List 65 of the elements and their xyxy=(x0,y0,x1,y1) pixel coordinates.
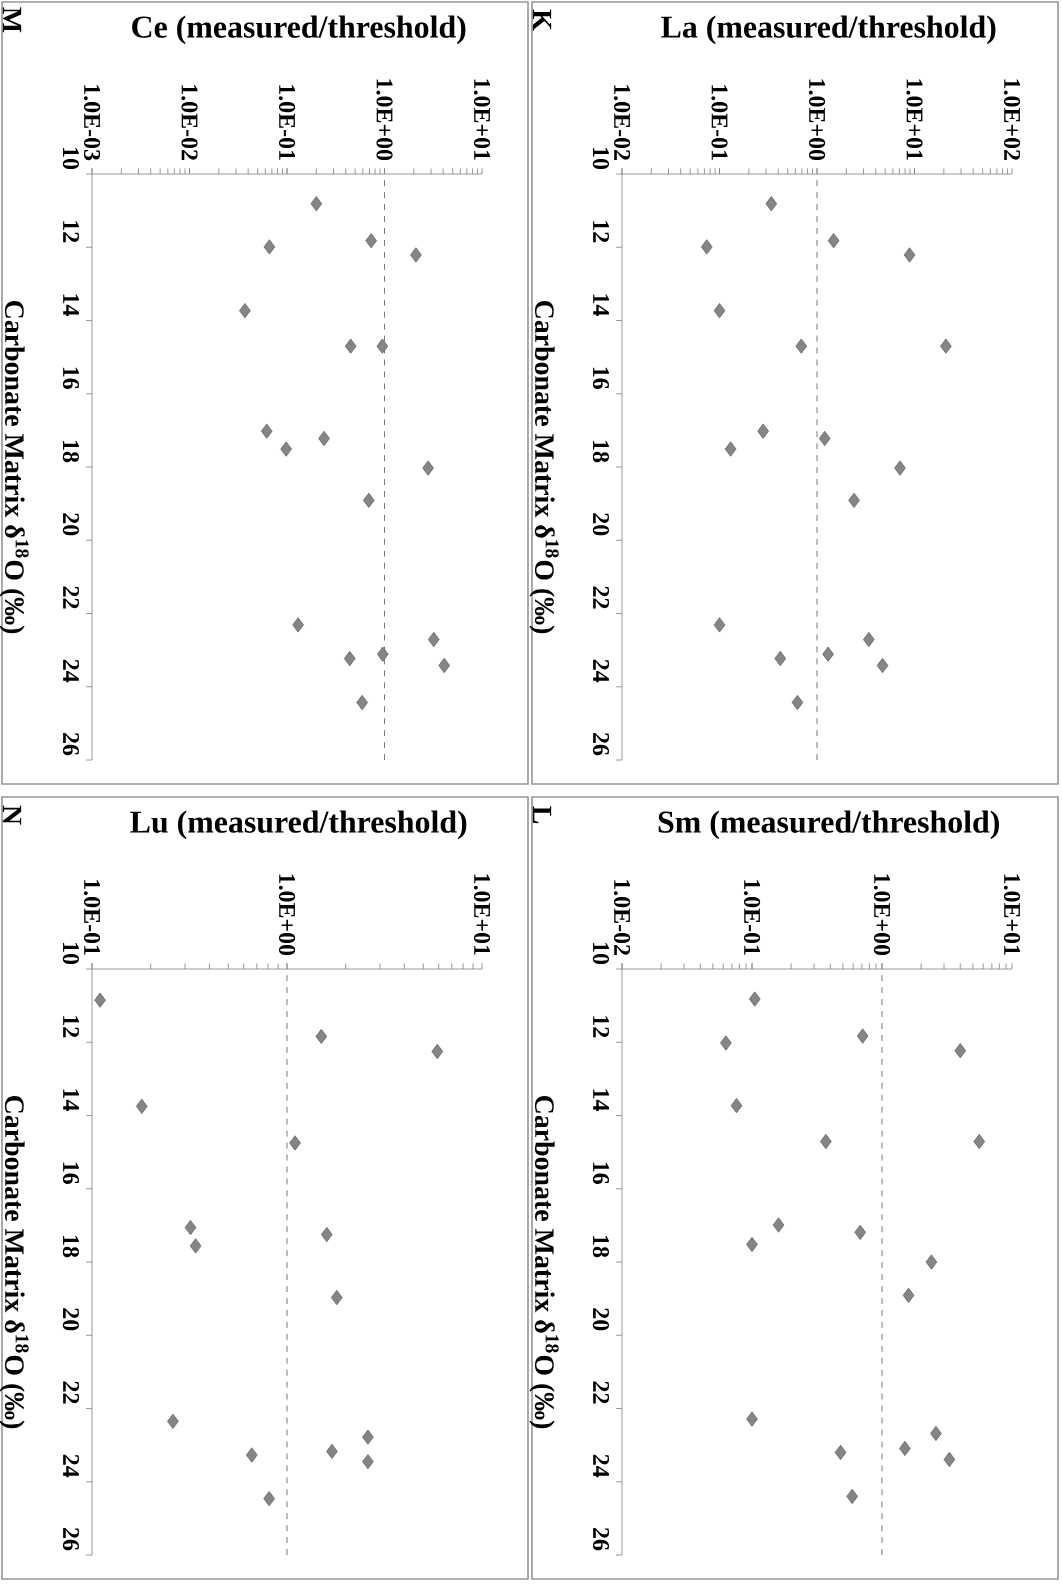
x-tick-label: 1.0E-02 xyxy=(181,85,198,160)
y-tick-label: 10 xyxy=(592,942,609,965)
y-tick-label: 16 xyxy=(592,1162,609,1185)
y-tick-label: 14 xyxy=(63,1089,79,1112)
y-tick-label: 12 xyxy=(593,1016,609,1038)
x-axis-title: Ce (measured/threshold) xyxy=(132,15,466,45)
y-tick-label: 12 xyxy=(63,1016,79,1038)
text: K xyxy=(532,9,552,31)
y-tick-label: 20 xyxy=(62,513,79,536)
x-axis-title: La (measured/threshold) xyxy=(661,15,996,45)
y-axis-title: Carbonate Matrix δ$^{18}$O (‰) xyxy=(529,300,559,634)
text: L xyxy=(532,806,552,824)
x-tick-label: 1.0E+01 xyxy=(906,79,923,160)
y-tick-label: 24 xyxy=(63,659,79,683)
y-tick-label: 26 xyxy=(592,1528,609,1551)
y-tick-label: 22 xyxy=(593,1381,609,1404)
y-tick-label: 20 xyxy=(592,1308,609,1331)
x-tick-label: 1.0E+02 xyxy=(1003,79,1021,160)
y-tick-label: 26 xyxy=(592,733,609,756)
y-tick-label: 24 xyxy=(593,1454,609,1478)
x-tick-label: 1.0E-01 xyxy=(278,85,296,160)
x-axis-title: Lu (measured/threshold) xyxy=(130,810,467,840)
y-tick-label: 10 xyxy=(62,147,79,170)
y-tick-label: 12 xyxy=(63,221,79,243)
y-tick-label: 20 xyxy=(62,1308,79,1331)
x-tick-label: 1.0E-01 xyxy=(743,880,761,955)
y-tick-label: 18 xyxy=(62,440,79,463)
x-tick-label: 1.0E+00 xyxy=(278,874,296,956)
x-tick-label: 1.0E-01 xyxy=(83,880,101,955)
y-tick-label: 14 xyxy=(593,1089,609,1112)
y-tick-label: 22 xyxy=(593,586,609,609)
y-tick-label: 16 xyxy=(592,367,609,390)
y-tick-label: 12 xyxy=(593,221,609,243)
x-tick-label: 1.0E-03 xyxy=(83,85,101,161)
text: N xyxy=(2,805,22,825)
y-tick-label: 18 xyxy=(592,1235,609,1258)
x-tick-label: 1.0E+00 xyxy=(873,874,891,956)
y-tick-label: 22 xyxy=(63,1381,79,1404)
x-tick-label: 1.0E+00 xyxy=(376,79,393,161)
x-tick-label: 1.0E-01 xyxy=(711,85,728,160)
text: M xyxy=(2,7,22,33)
y-axis-title: Carbonate Matrix δ$^{18}$O (‰) xyxy=(0,300,29,634)
x-tick-label: 1.0E-02 xyxy=(613,85,631,160)
y-tick-label: 14 xyxy=(63,294,79,317)
y-tick-label: 24 xyxy=(63,1454,79,1478)
y-axis-title: Carbonate Matrix δ$^{18}$O (‰) xyxy=(529,1096,559,1429)
y-tick-label: 16 xyxy=(62,1162,79,1185)
y-axis-title: Carbonate Matrix δ$^{18}$O (‰) xyxy=(0,1096,29,1429)
x-tick-label: 1.0E-02 xyxy=(613,880,631,955)
x-tick-label: 1.0E+01 xyxy=(1003,874,1021,955)
y-tick-label: 18 xyxy=(592,440,609,463)
x-axis-title: Sm (measured/threshold) xyxy=(658,810,999,840)
y-tick-label: 26 xyxy=(62,1528,79,1551)
y-tick-label: 10 xyxy=(592,147,609,170)
y-tick-label: 26 xyxy=(62,733,79,756)
y-tick-label: 14 xyxy=(593,294,609,317)
y-tick-label: 16 xyxy=(62,367,79,390)
x-tick-label: 1.0E+01 xyxy=(473,79,491,160)
y-tick-label: 24 xyxy=(593,659,609,683)
y-tick-label: 20 xyxy=(592,513,609,536)
x-tick-label: 1.0E+01 xyxy=(473,874,491,955)
y-tick-label: 18 xyxy=(62,1235,79,1258)
y-tick-label: 10 xyxy=(62,942,79,965)
x-tick-label: 1.0E+00 xyxy=(808,79,826,161)
y-tick-label: 22 xyxy=(63,586,79,609)
